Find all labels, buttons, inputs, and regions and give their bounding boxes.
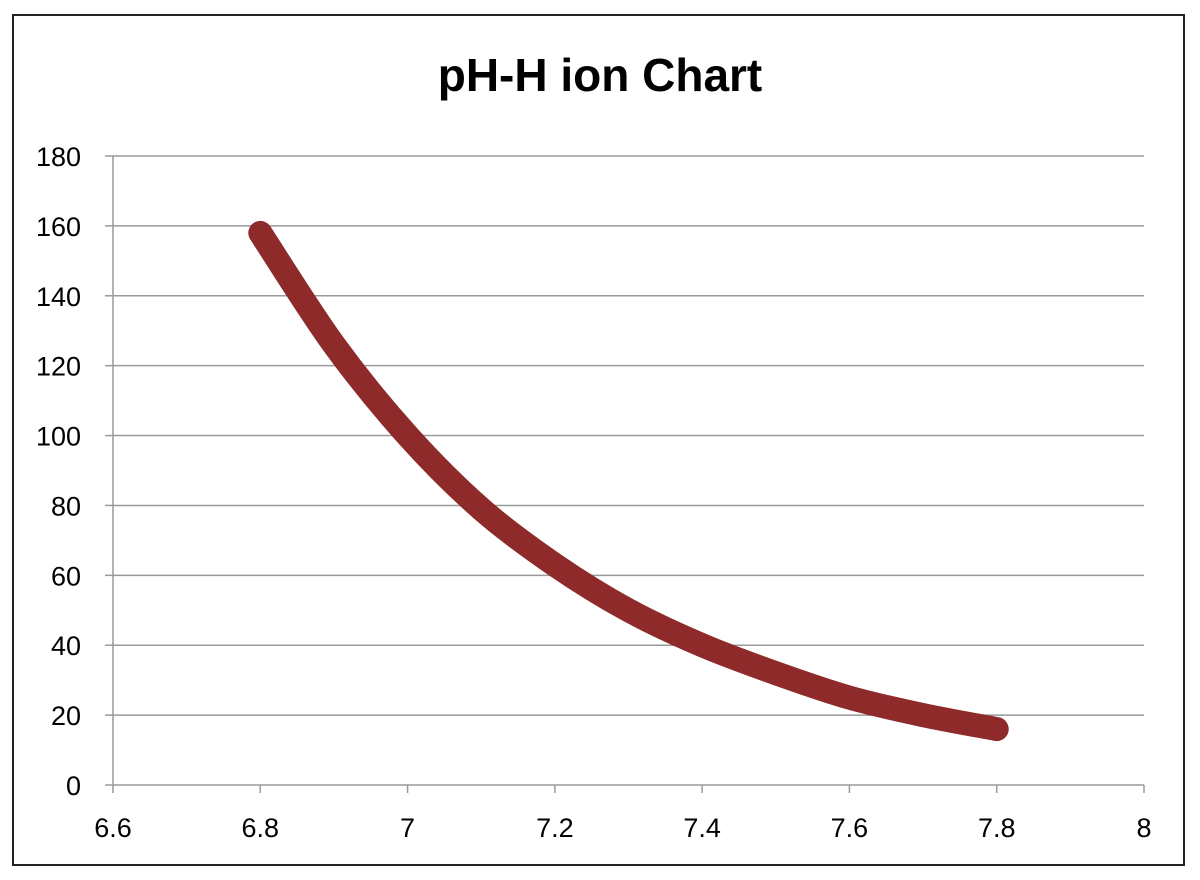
x-tick-label: 7 — [400, 813, 415, 843]
y-tick-label: 80 — [51, 491, 81, 521]
axes — [105, 155, 1145, 793]
y-tick-label: 160 — [36, 212, 81, 242]
y-tick-label: 100 — [36, 422, 81, 452]
y-tick-label: 140 — [36, 282, 81, 312]
y-tick-label: 20 — [51, 701, 81, 731]
y-tick-label: 180 — [36, 142, 81, 172]
x-tick-label: 7.2 — [536, 813, 574, 843]
series-line-0 — [248, 220, 1009, 742]
series-group — [248, 220, 1009, 742]
x-tick-label: 7.4 — [683, 813, 721, 843]
y-tick-label: 120 — [36, 352, 81, 382]
x-tick-labels: 6.6 6.8 7 7.2 7.4 7.6 7.8 8 — [94, 813, 1151, 843]
y-tick-labels: 0 20 40 60 80 100 120 140 160 180 — [36, 142, 81, 801]
y-tick-label: 40 — [51, 631, 81, 661]
x-tick-label: 8 — [1136, 813, 1151, 843]
x-tick-label: 7.6 — [831, 813, 869, 843]
x-tick-label: 6.8 — [242, 813, 280, 843]
grid-lines — [113, 155, 1144, 716]
y-tick-label: 0 — [66, 771, 81, 801]
chart-title: pH-H ion Chart — [437, 49, 763, 101]
x-tick-label: 6.6 — [94, 813, 132, 843]
y-tick-label: 60 — [51, 561, 81, 591]
x-tick-label: 7.8 — [978, 813, 1016, 843]
